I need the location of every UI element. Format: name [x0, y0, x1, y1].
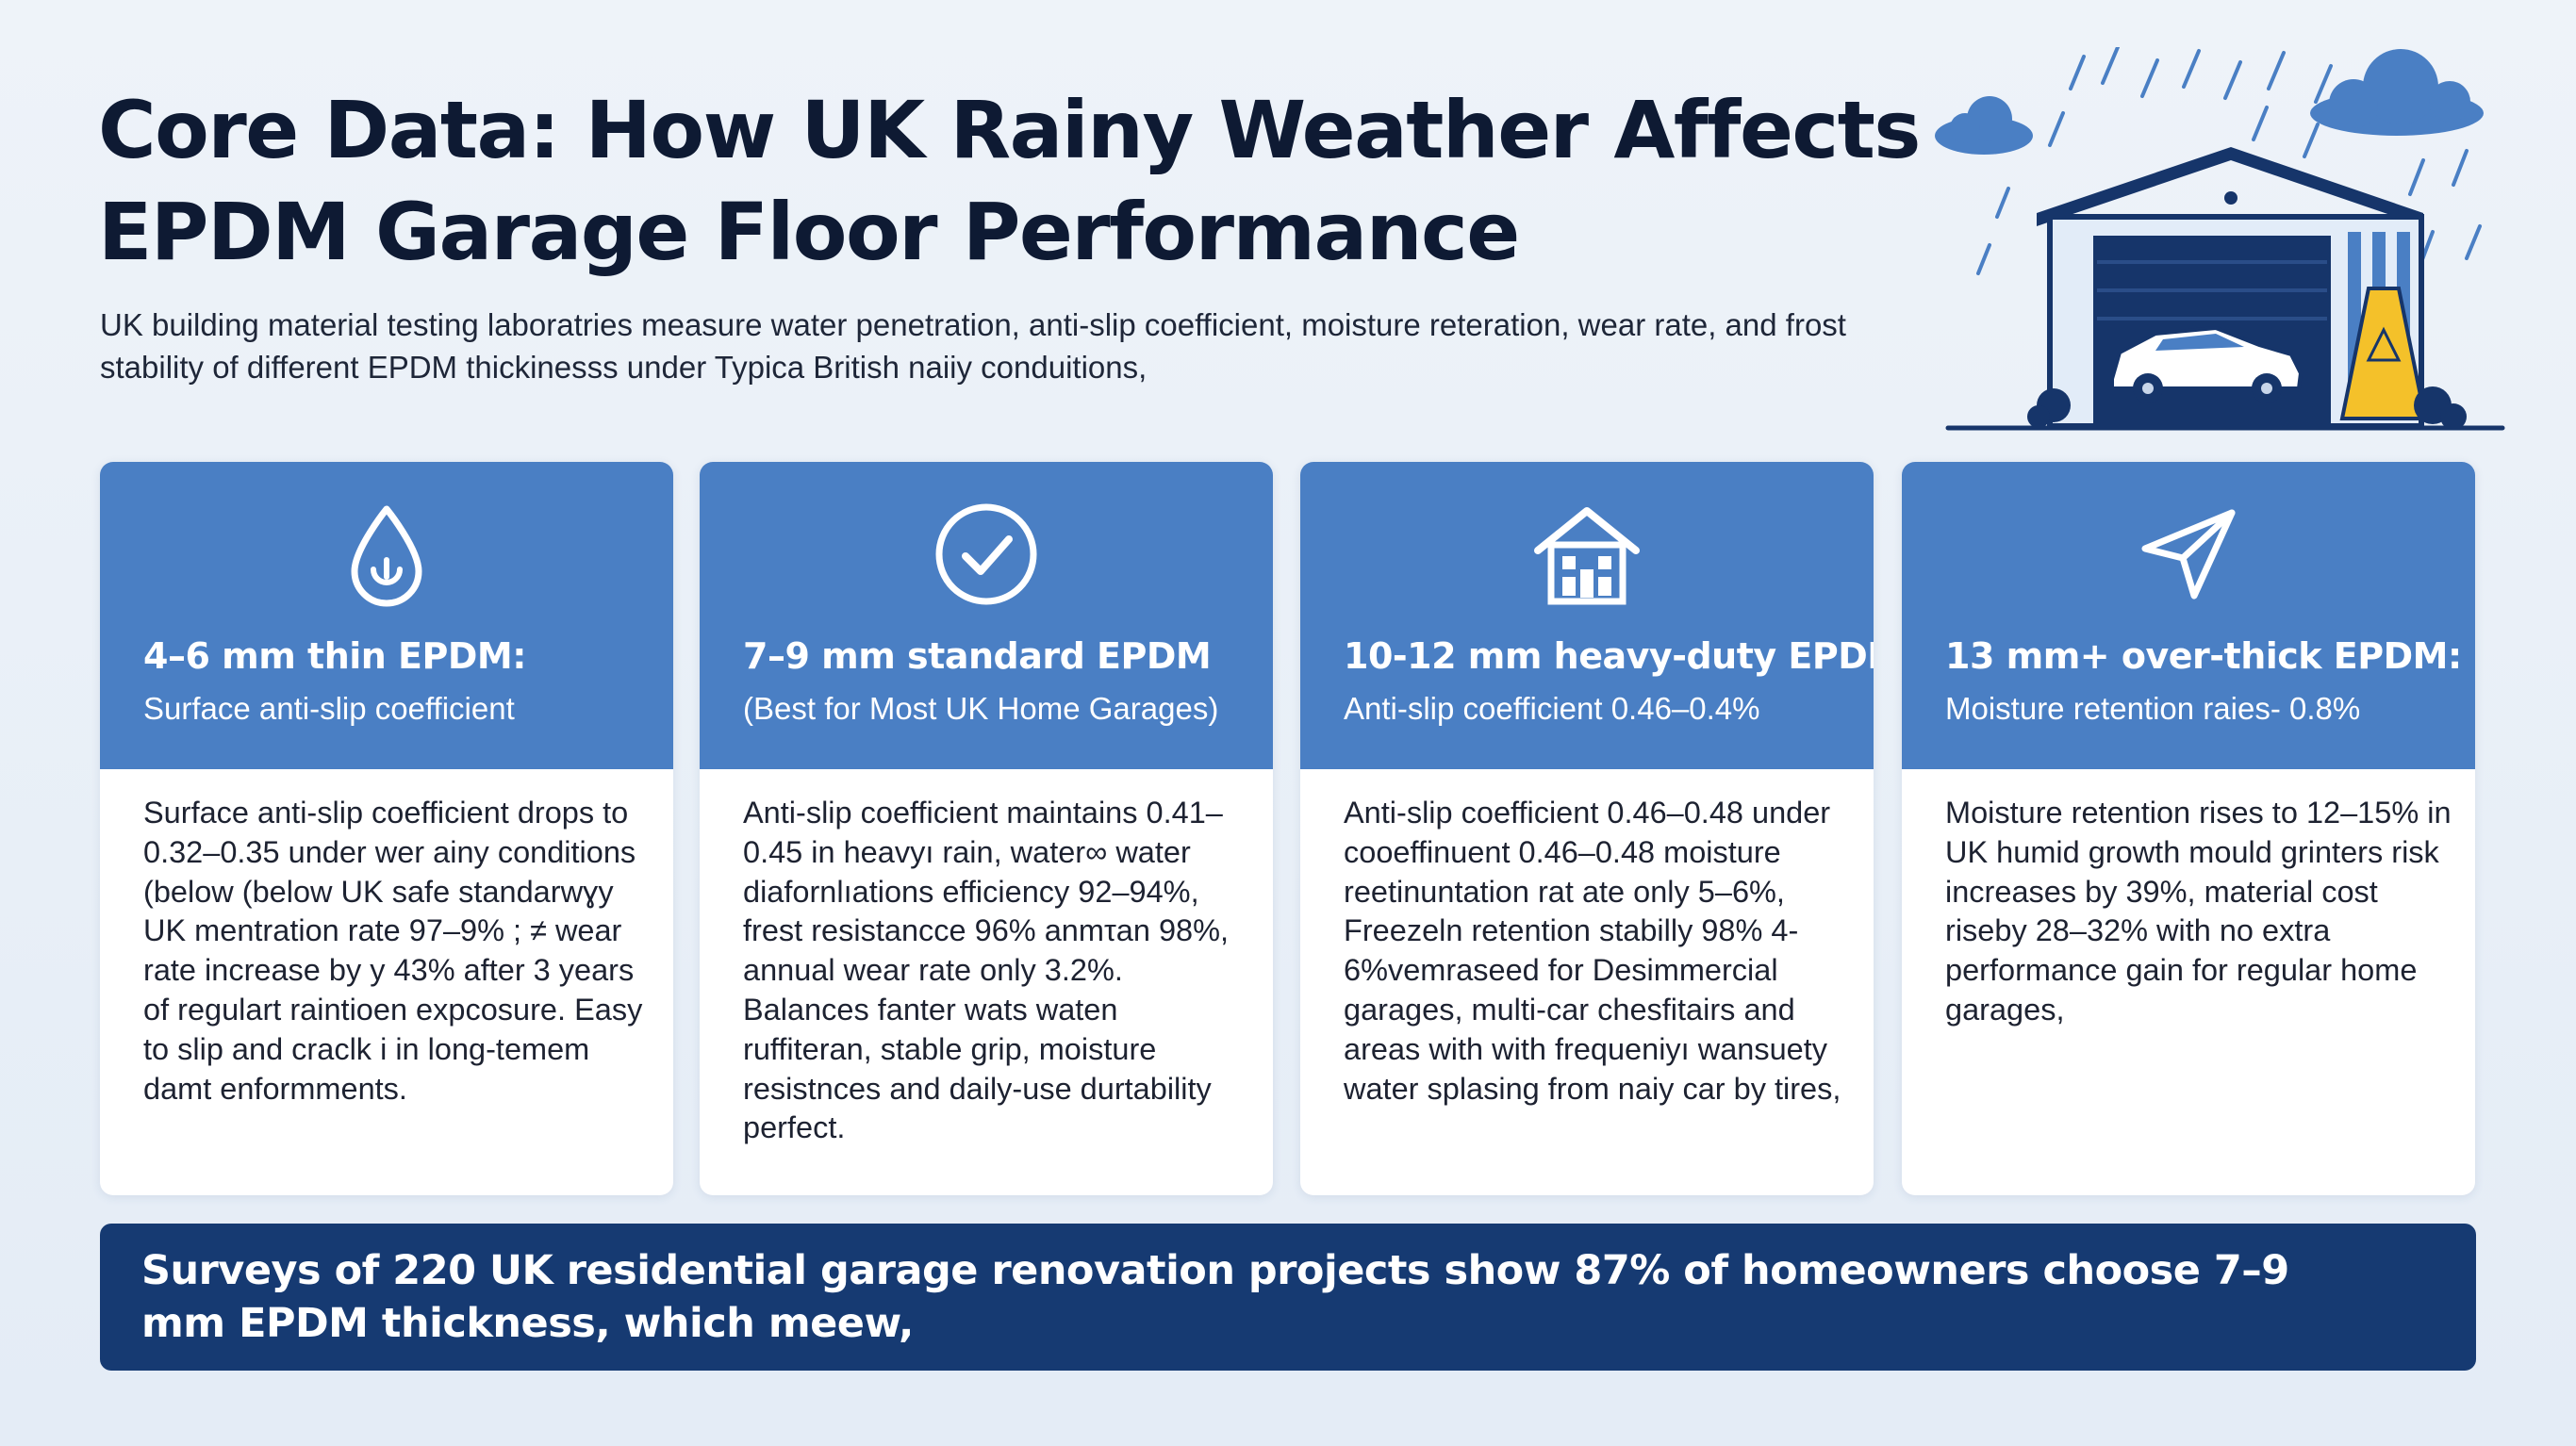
card-thin-epdm: 4–6 mm thin EPDM: Surface anti-slip coef…	[100, 462, 673, 1195]
card-title: 10-12 mm heavy-duty EPDM	[1344, 635, 1874, 677]
card-body: Anti-slip coefficient maintains 0.41–0.4…	[743, 796, 1230, 1145]
page-subtitle: UK building material testing laboratries…	[100, 307, 1846, 385]
card-over-thick-epdm: 13 mm+ over-thick EPDM: Moisture retenti…	[1902, 462, 2475, 1195]
shrub-icon	[2027, 386, 2467, 430]
car-icon	[2110, 325, 2304, 403]
card-title: 13 mm+ over-thick EPDM:	[1945, 635, 2462, 677]
card-standard-epdm: 7–9 mm standard EPDM (Best for Most UK H…	[700, 462, 1273, 1195]
rain-icon	[1976, 47, 2482, 275]
card-subtitle: Anti-slip coefficient 0.46–0.4%	[1344, 691, 1760, 726]
house-icon	[1534, 507, 1640, 605]
water-drop-icon	[351, 505, 422, 607]
card-title: 4–6 mm thin EPDM:	[143, 635, 526, 677]
card-subtitle: Moisture retention raies- 0.8%	[1945, 691, 2361, 726]
card-subtitle: (Best for Most UK Home Garages)	[743, 691, 1219, 726]
card-header	[700, 462, 1273, 769]
ground-line	[1945, 425, 2505, 431]
card-title: 7–9 mm standard EPDM	[743, 635, 1212, 677]
rain-cloud-icon	[1935, 49, 2484, 155]
check-circle-icon	[935, 503, 1037, 605]
card-heavy-duty-epdm: 10-12 mm heavy-duty EPDM Anti-slip coeff…	[1300, 462, 1874, 1195]
banner-text: Surveys of 220 UK residential garage ren…	[141, 1247, 2289, 1347]
card-subtitle: Surface anti-slip coefficient	[143, 691, 515, 726]
card-body: Surface anti-slip coefficient drops to 0…	[143, 796, 643, 1106]
card-header	[1902, 462, 2475, 769]
card-body: Moisture retention rises to 12–15% in UK…	[1945, 796, 2452, 1027]
card-body: Anti-slip coefficient 0.46–0.48 under co…	[1344, 796, 1841, 1106]
paper-plane-icon	[2141, 509, 2236, 600]
page-title: Core Data: How UK Rainy Weather Affects …	[98, 84, 1921, 278]
garage-rain-illustration	[1935, 47, 2505, 431]
survey-banner: Surveys of 220 UK residential garage ren…	[100, 1224, 2476, 1371]
